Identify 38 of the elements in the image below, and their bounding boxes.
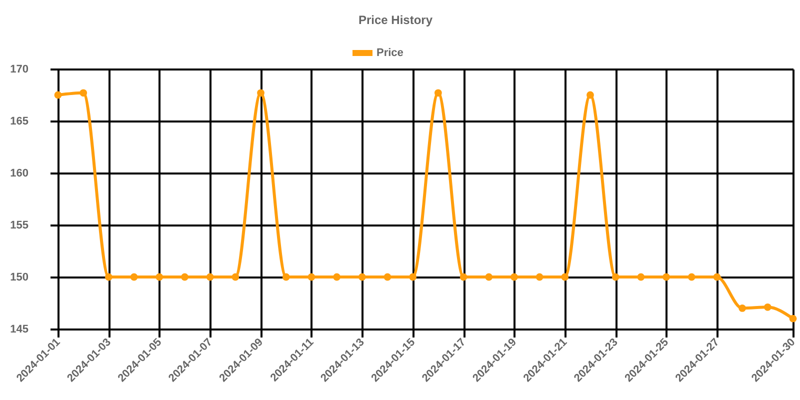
y-tick-label: 160 xyxy=(10,168,28,180)
point xyxy=(662,273,670,281)
point xyxy=(561,273,569,281)
point xyxy=(156,273,164,281)
point xyxy=(713,273,721,281)
point xyxy=(510,273,518,281)
point xyxy=(485,273,493,281)
point xyxy=(434,89,442,97)
point xyxy=(409,273,417,281)
legend-label: Price xyxy=(376,47,404,59)
point xyxy=(764,303,772,311)
point xyxy=(586,91,594,99)
point xyxy=(384,273,392,281)
y-tick-label: 150 xyxy=(10,272,28,284)
point xyxy=(358,273,366,281)
chart-title: Price History xyxy=(358,13,433,27)
point xyxy=(130,273,138,281)
point xyxy=(738,304,746,312)
point xyxy=(206,273,214,281)
point xyxy=(282,273,290,281)
y-tick-label: 170 xyxy=(10,64,28,76)
y-tick-label: 145 xyxy=(10,324,28,336)
point xyxy=(688,273,696,281)
point xyxy=(104,273,112,281)
y-tick-label: 165 xyxy=(10,116,28,128)
point xyxy=(257,89,264,97)
point xyxy=(536,273,544,281)
point xyxy=(333,273,340,281)
point xyxy=(54,91,62,99)
point xyxy=(308,273,316,281)
point xyxy=(637,273,645,281)
point xyxy=(181,273,188,281)
point xyxy=(789,314,797,322)
y-tick-label: 155 xyxy=(10,220,28,232)
point xyxy=(460,273,468,281)
point xyxy=(612,273,620,281)
point xyxy=(232,273,240,281)
point xyxy=(80,89,88,97)
